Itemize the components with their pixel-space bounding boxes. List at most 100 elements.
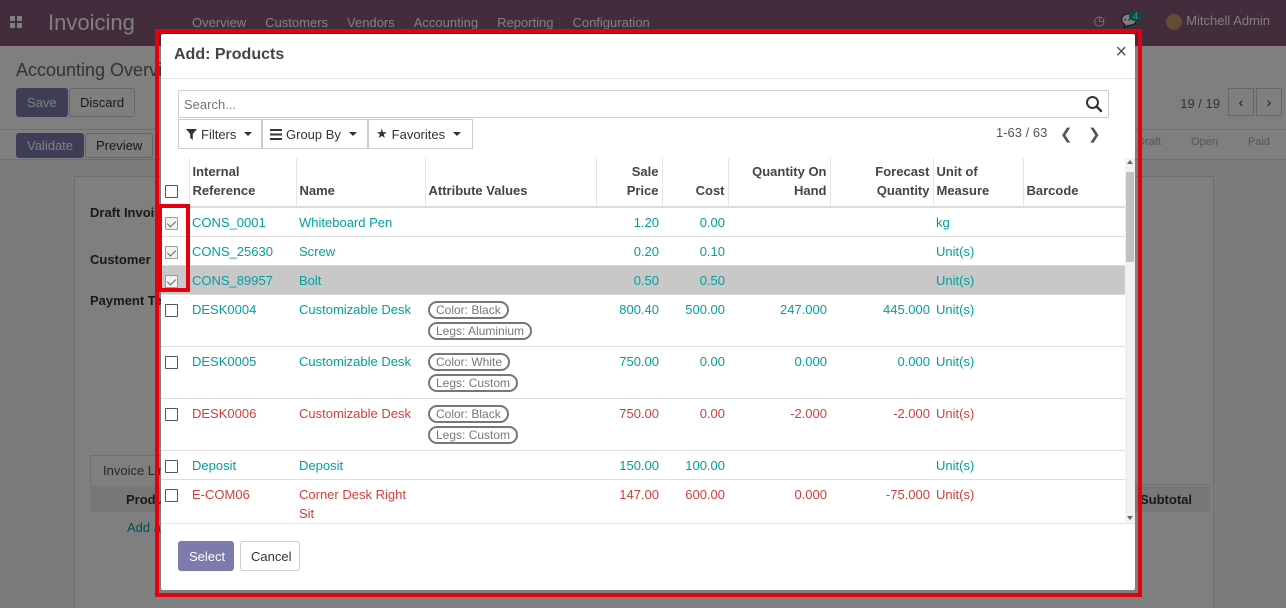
cell-name: Customizable Desk <box>296 398 425 451</box>
table-row[interactable]: Deposit Deposit 150.00 100.00 Unit(s) <box>161 450 1125 480</box>
scroll-thumb[interactable] <box>1126 172 1134 262</box>
col-sale-price[interactable]: Sale Price <box>596 158 663 208</box>
cell-barcode <box>1023 346 1125 399</box>
add-products-dialog: Add: Products × Filters Group By ★ Favor… <box>161 34 1135 590</box>
attribute-tag: Legs: Custom <box>428 374 519 392</box>
cell-sale-price: 750.00 <box>596 346 662 399</box>
row-checkbox[interactable] <box>165 356 178 370</box>
cell-unit-of-measure: Unit(s) <box>933 236 1023 266</box>
group-by-button[interactable]: Group By <box>262 119 368 149</box>
table-row[interactable]: DESK0004 Customizable Desk Color: Black Leg… <box>161 294 1125 347</box>
cell-cost: 0.50 <box>662 265 728 295</box>
filters-button[interactable]: Filters <box>178 119 262 149</box>
cell-barcode <box>1023 294 1125 347</box>
select-all-checkbox[interactable] <box>165 185 178 199</box>
row-checkbox[interactable] <box>165 304 178 318</box>
cell-unit-of-measure: kg <box>933 206 1023 237</box>
scroll-up-arrow-icon[interactable] <box>1127 160 1133 164</box>
row-checkbox[interactable] <box>165 275 178 289</box>
cell-cost: 0.10 <box>662 236 728 266</box>
row-checkbox[interactable] <box>165 460 178 474</box>
cell-attribute-values <box>425 479 596 524</box>
table-row[interactable]: DESK0006 Customizable Desk Color: Black Leg… <box>161 398 1125 451</box>
row-checkbox[interactable] <box>165 489 178 503</box>
col-quantity-on-hand[interactable]: Quantity On Hand <box>728 158 831 208</box>
table-row[interactable]: CONS_89957 Bolt 0.50 0.50 Unit(s) <box>161 265 1125 295</box>
attribute-tag: Legs: Aluminium <box>428 322 533 340</box>
cell-unit-of-measure: Unit(s) <box>933 479 1023 524</box>
cell-quantity-on-hand <box>728 450 830 480</box>
cell-quantity-on-hand: 0.000 <box>728 479 830 524</box>
cell-internal-reference: CONS_0001 <box>189 206 296 237</box>
cell-forecast-quantity <box>830 265 933 295</box>
row-select-cell <box>161 294 189 347</box>
cell-quantity-on-hand: -2.000 <box>728 398 830 451</box>
attribute-tag: Color: Black <box>428 405 509 423</box>
table-row[interactable]: CONS_0001 Whiteboard Pen 1.20 0.00 kg <box>161 206 1125 237</box>
cell-cost: 0.00 <box>662 346 728 399</box>
col-barcode[interactable]: Barcode <box>1023 158 1126 208</box>
row-checkbox[interactable] <box>165 217 178 231</box>
row-checkbox[interactable] <box>165 246 178 260</box>
cell-quantity-on-hand: 247.000 <box>728 294 830 347</box>
search-input[interactable] <box>178 90 1109 118</box>
cell-cost: 0.00 <box>662 206 728 237</box>
table-row[interactable]: E-COM06 Corner Desk Right Sit 147.00 600.00… <box>161 479 1125 524</box>
table-row[interactable]: DESK0005 Customizable Desk Color: White Leg… <box>161 346 1125 399</box>
cell-attribute-values: Color: Black Legs: Aluminium <box>425 294 596 347</box>
cell-attribute-values: Color: White Legs: Custom <box>425 346 596 399</box>
col-cost[interactable]: Cost <box>662 158 729 208</box>
bars-icon <box>270 128 282 140</box>
products-table: Internal Reference Name Attribute Values… <box>161 158 1126 524</box>
cell-internal-reference: DESK0006 <box>189 398 296 451</box>
cell-name: Deposit <box>296 450 425 480</box>
cell-cost: 600.00 <box>662 479 728 524</box>
table-header-row: Internal Reference Name Attribute Values… <box>161 158 1126 208</box>
select-button[interactable]: Select <box>178 541 234 571</box>
cell-forecast-quantity <box>830 236 933 266</box>
favorites-button[interactable]: ★ Favorites <box>368 119 473 149</box>
cell-sale-price: 0.50 <box>596 265 662 295</box>
cell-forecast-quantity <box>830 206 933 237</box>
cell-barcode <box>1023 479 1125 524</box>
cell-quantity-on-hand <box>728 236 830 266</box>
cell-forecast-quantity: -75.000 <box>830 479 933 524</box>
scroll-down-arrow-icon[interactable] <box>1127 516 1133 520</box>
list-pager[interactable]: 1-63 / 63 <box>996 125 1048 140</box>
col-name[interactable]: Name <box>296 158 426 208</box>
search-icon[interactable] <box>1085 95 1103 113</box>
cancel-button[interactable]: Cancel <box>240 541 300 571</box>
col-attribute-values[interactable]: Attribute Values <box>425 158 597 208</box>
chevron-right-icon[interactable]: ❯ <box>1088 126 1101 143</box>
cell-unit-of-measure: Unit(s) <box>933 450 1023 480</box>
caret-down-icon <box>453 132 462 136</box>
row-select-cell <box>161 479 189 524</box>
col-forecast-quantity[interactable]: Forecast Quantity <box>830 158 934 208</box>
col-unit-of-measure[interactable]: Unit of Measure <box>933 158 1024 208</box>
chevron-left-icon[interactable]: ❮ <box>1060 126 1073 143</box>
table-row[interactable]: CONS_25630 Screw 0.20 0.10 Unit(s) <box>161 236 1125 266</box>
row-select-cell <box>161 206 189 237</box>
cell-sale-price: 147.00 <box>596 479 662 524</box>
cell-sale-price: 0.20 <box>596 236 662 266</box>
row-select-cell <box>161 265 189 295</box>
col-internal-reference[interactable]: Internal Reference <box>189 158 297 208</box>
close-icon[interactable]: × <box>1115 41 1127 63</box>
cell-name: Whiteboard Pen <box>296 206 425 237</box>
cell-cost: 500.00 <box>662 294 728 347</box>
list-scrollbar[interactable] <box>1125 158 1135 524</box>
row-checkbox[interactable] <box>165 408 178 422</box>
cell-attribute-values <box>425 206 596 237</box>
cell-internal-reference: DESK0004 <box>189 294 296 347</box>
select-all-cell <box>161 158 190 208</box>
cell-unit-of-measure: Unit(s) <box>933 265 1023 295</box>
attribute-tag: Legs: Custom <box>428 426 519 444</box>
row-select-cell <box>161 346 189 399</box>
cell-barcode <box>1023 236 1125 266</box>
cell-quantity-on-hand <box>728 265 830 295</box>
cell-forecast-quantity: 445.000 <box>830 294 933 347</box>
cell-internal-reference: CONS_89957 <box>189 265 296 295</box>
caret-down-icon <box>348 132 357 136</box>
cell-cost: 100.00 <box>662 450 728 480</box>
cell-name: Bolt <box>296 265 425 295</box>
